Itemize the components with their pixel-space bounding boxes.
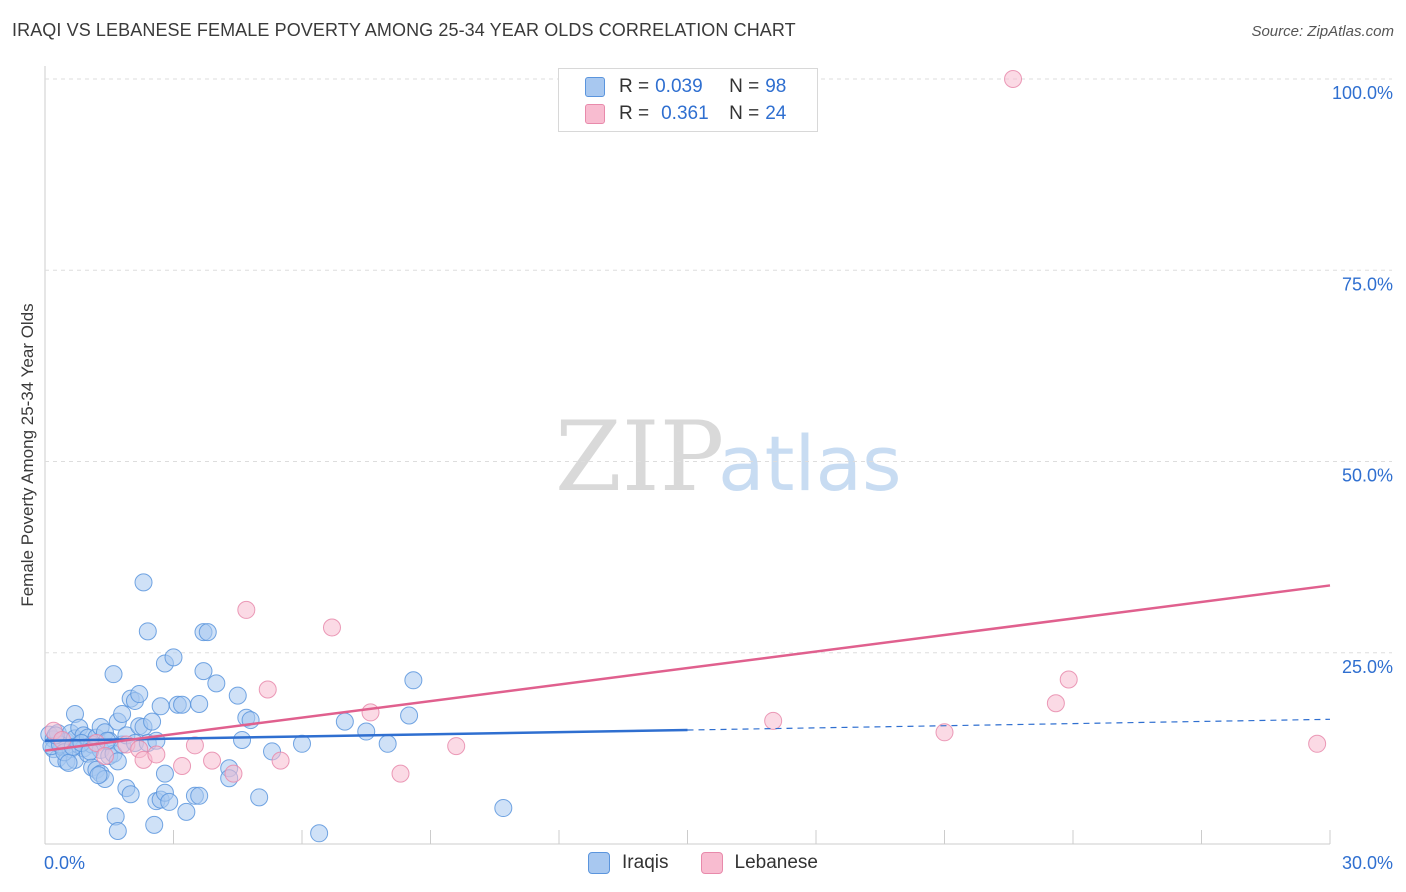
iraqis-point — [164, 648, 183, 667]
lebanese-point — [271, 751, 290, 770]
iraqis-trend-line — [44, 728, 688, 742]
legend-r-label: R = — [619, 76, 650, 97]
iraqis-trend-extension — [687, 718, 1331, 731]
iraqis-point — [310, 824, 329, 843]
y-tick-label: 75.0% — [1342, 274, 1393, 294]
legend-r-label: R = — [619, 103, 650, 124]
iraqis-point — [138, 622, 157, 641]
y-tick-label: 100.0% — [1332, 83, 1393, 103]
iraqis-point — [404, 671, 423, 690]
iraqis-point — [89, 766, 108, 785]
lebanese-point — [224, 764, 243, 783]
stats-legend: R = 0.039 N = 98 R = 0.361 N = 24 — [558, 68, 818, 132]
lebanese-point — [203, 751, 222, 770]
iraqis-point — [104, 665, 123, 684]
iraqis-point — [207, 674, 226, 693]
series-legend-lebanese: Lebanese — [700, 852, 818, 874]
iraqis-point — [59, 753, 78, 772]
lebanese-point — [1059, 670, 1078, 689]
lebanese-point — [1004, 70, 1023, 88]
lebanese-point — [95, 747, 114, 766]
iraqis-point — [400, 706, 419, 725]
watermark-zip: ZIP — [555, 401, 724, 513]
lebanese-point — [1308, 734, 1327, 753]
iraqis-point — [233, 730, 252, 749]
x-tick-label: 0.0% — [44, 853, 85, 873]
x-tick-label: 30.0% — [1342, 853, 1393, 873]
lebanese-point — [1046, 694, 1065, 713]
iraqis-point — [293, 734, 311, 753]
series-swatch-iraqis — [588, 852, 611, 874]
lebanese-point — [185, 736, 204, 755]
series-label-lebanese: Lebanese — [734, 852, 818, 873]
iraqis-point — [130, 685, 149, 704]
iraqis-point — [108, 821, 127, 840]
iraqis-point — [190, 695, 209, 714]
iraqis-point — [357, 722, 376, 741]
iraqis-point — [134, 573, 153, 592]
chart-title: IRAQI VS LEBANESE FEMALE POVERTY AMONG 2… — [12, 20, 796, 40]
legend-row-iraqis: R = 0.039 N = 98 — [585, 75, 786, 99]
lebanese-point — [237, 600, 256, 619]
iraqis-point — [228, 686, 247, 705]
iraqis-point — [335, 712, 354, 731]
y-tick-label: 50.0% — [1342, 466, 1393, 486]
legend-r-value: 0.361 — [661, 103, 709, 124]
iraqis-point — [173, 695, 192, 714]
iraqis-point — [198, 623, 217, 642]
iraqis-point — [143, 712, 162, 731]
lebanese-point — [173, 756, 192, 775]
legend-swatch-lebanese — [585, 104, 605, 124]
iraqis-point — [155, 764, 174, 783]
iraqis-point — [160, 792, 179, 811]
legend-swatch-iraqis — [585, 77, 605, 97]
series-legend-iraqis: Iraqis — [588, 852, 669, 874]
series-legend: Iraqis Lebanese — [0, 852, 1406, 874]
legend-r-value: 0.039 — [655, 76, 703, 97]
series-swatch-lebanese — [700, 852, 723, 874]
iraqis-point — [177, 802, 196, 821]
lebanese-point — [447, 737, 466, 756]
y-tick-label: 25.0% — [1342, 657, 1393, 677]
lebanese-trend-line — [44, 584, 1331, 752]
watermark-atlas: atlas — [718, 419, 902, 508]
iraqis-point — [190, 786, 209, 805]
iraqis-point — [151, 697, 170, 716]
series-label-iraqis: Iraqis — [622, 852, 669, 873]
lebanese-point — [935, 723, 954, 742]
iraqis-point — [378, 734, 397, 753]
lebanese-point — [322, 618, 341, 637]
iraqis-point — [113, 704, 132, 723]
iraqis-point — [194, 662, 213, 681]
iraqis-point — [494, 799, 513, 818]
source-label: Source: ZipAtlas.com — [1251, 23, 1394, 40]
lebanese-point — [147, 745, 166, 764]
lebanese-point — [258, 680, 277, 699]
legend-n-value: 24 — [765, 103, 787, 124]
legend-row-lebanese: R = 0.361 N = 24 — [585, 102, 786, 126]
legend-n-label: N = — [729, 103, 760, 124]
legend-n-value: 98 — [765, 76, 787, 97]
lebanese-point — [391, 764, 410, 783]
iraqis-point — [250, 788, 269, 807]
lebanese-point — [764, 711, 783, 730]
iraqis-point — [121, 785, 140, 804]
legend-n-label: N = — [729, 76, 760, 97]
iraqis-point — [145, 815, 164, 834]
lebanese-point — [361, 703, 380, 722]
